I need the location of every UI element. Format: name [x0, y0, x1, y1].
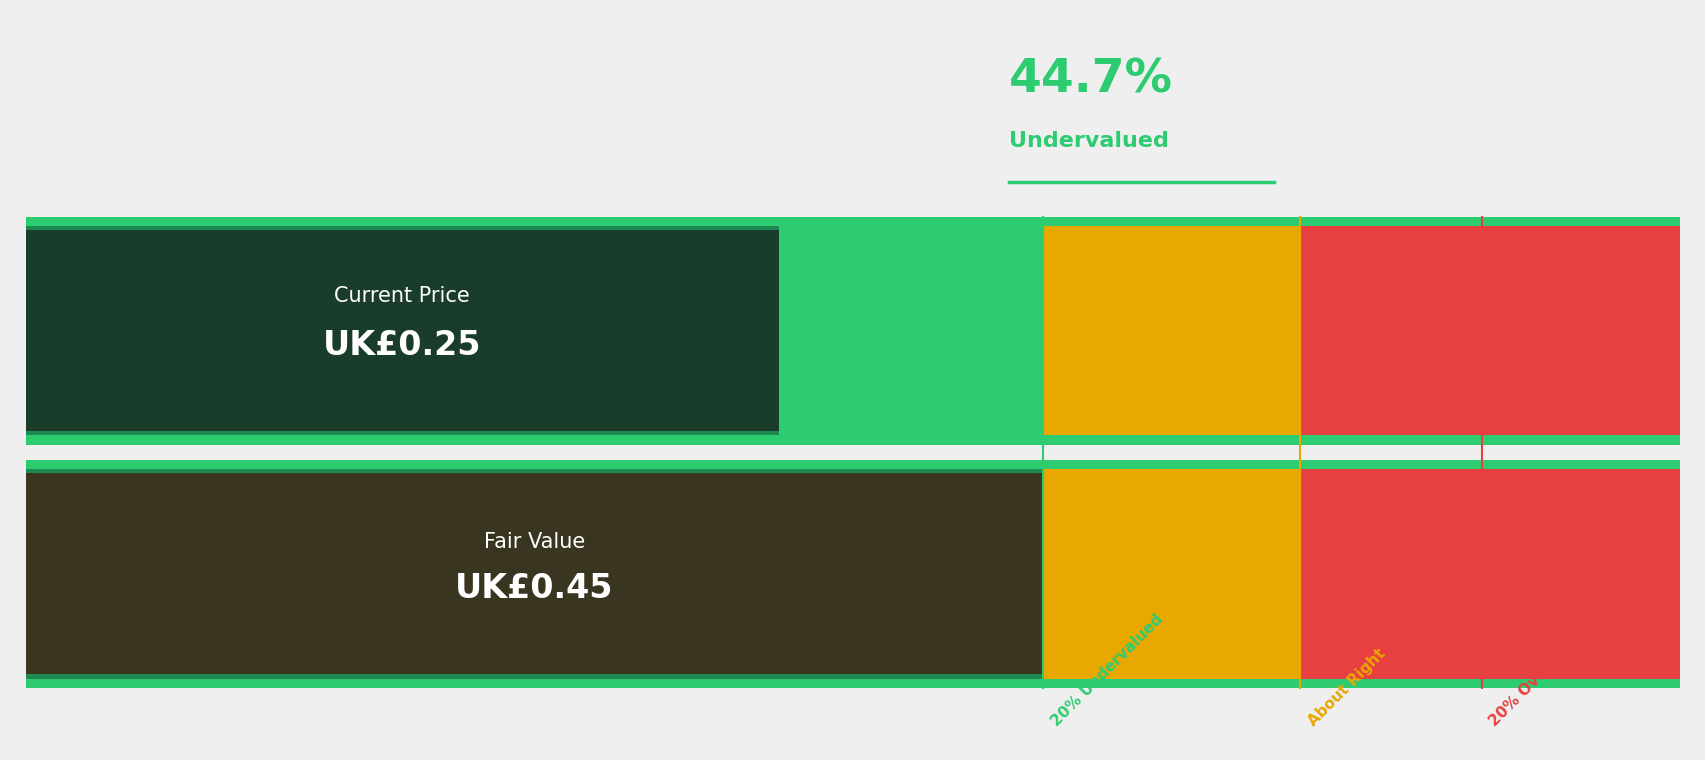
Text: 20% Undervalued: 20% Undervalued	[1049, 611, 1165, 729]
Text: UK£0.25: UK£0.25	[322, 329, 481, 363]
Bar	[1299, 217, 1679, 445]
Text: UK£0.45: UK£0.45	[455, 572, 614, 606]
Text: Undervalued: Undervalued	[1009, 131, 1168, 150]
Text: Current Price: Current Price	[334, 287, 469, 306]
Bar	[1043, 217, 1299, 445]
Bar	[26, 460, 1679, 469]
Bar	[26, 217, 1679, 226]
Bar	[26, 460, 1043, 688]
Text: 44.7%: 44.7%	[1009, 57, 1173, 103]
Bar	[777, 217, 1043, 445]
Text: 20% Overvalued: 20% Overvalued	[1487, 619, 1596, 729]
Bar	[1043, 460, 1299, 688]
Bar	[26, 435, 1679, 445]
Bar	[26, 217, 777, 445]
Bar	[1299, 460, 1679, 688]
Bar	[26, 679, 1679, 688]
Text: Fair Value: Fair Value	[484, 532, 585, 552]
Bar	[26, 230, 777, 431]
Text: About Right: About Right	[1304, 646, 1388, 729]
Bar	[26, 473, 1043, 674]
